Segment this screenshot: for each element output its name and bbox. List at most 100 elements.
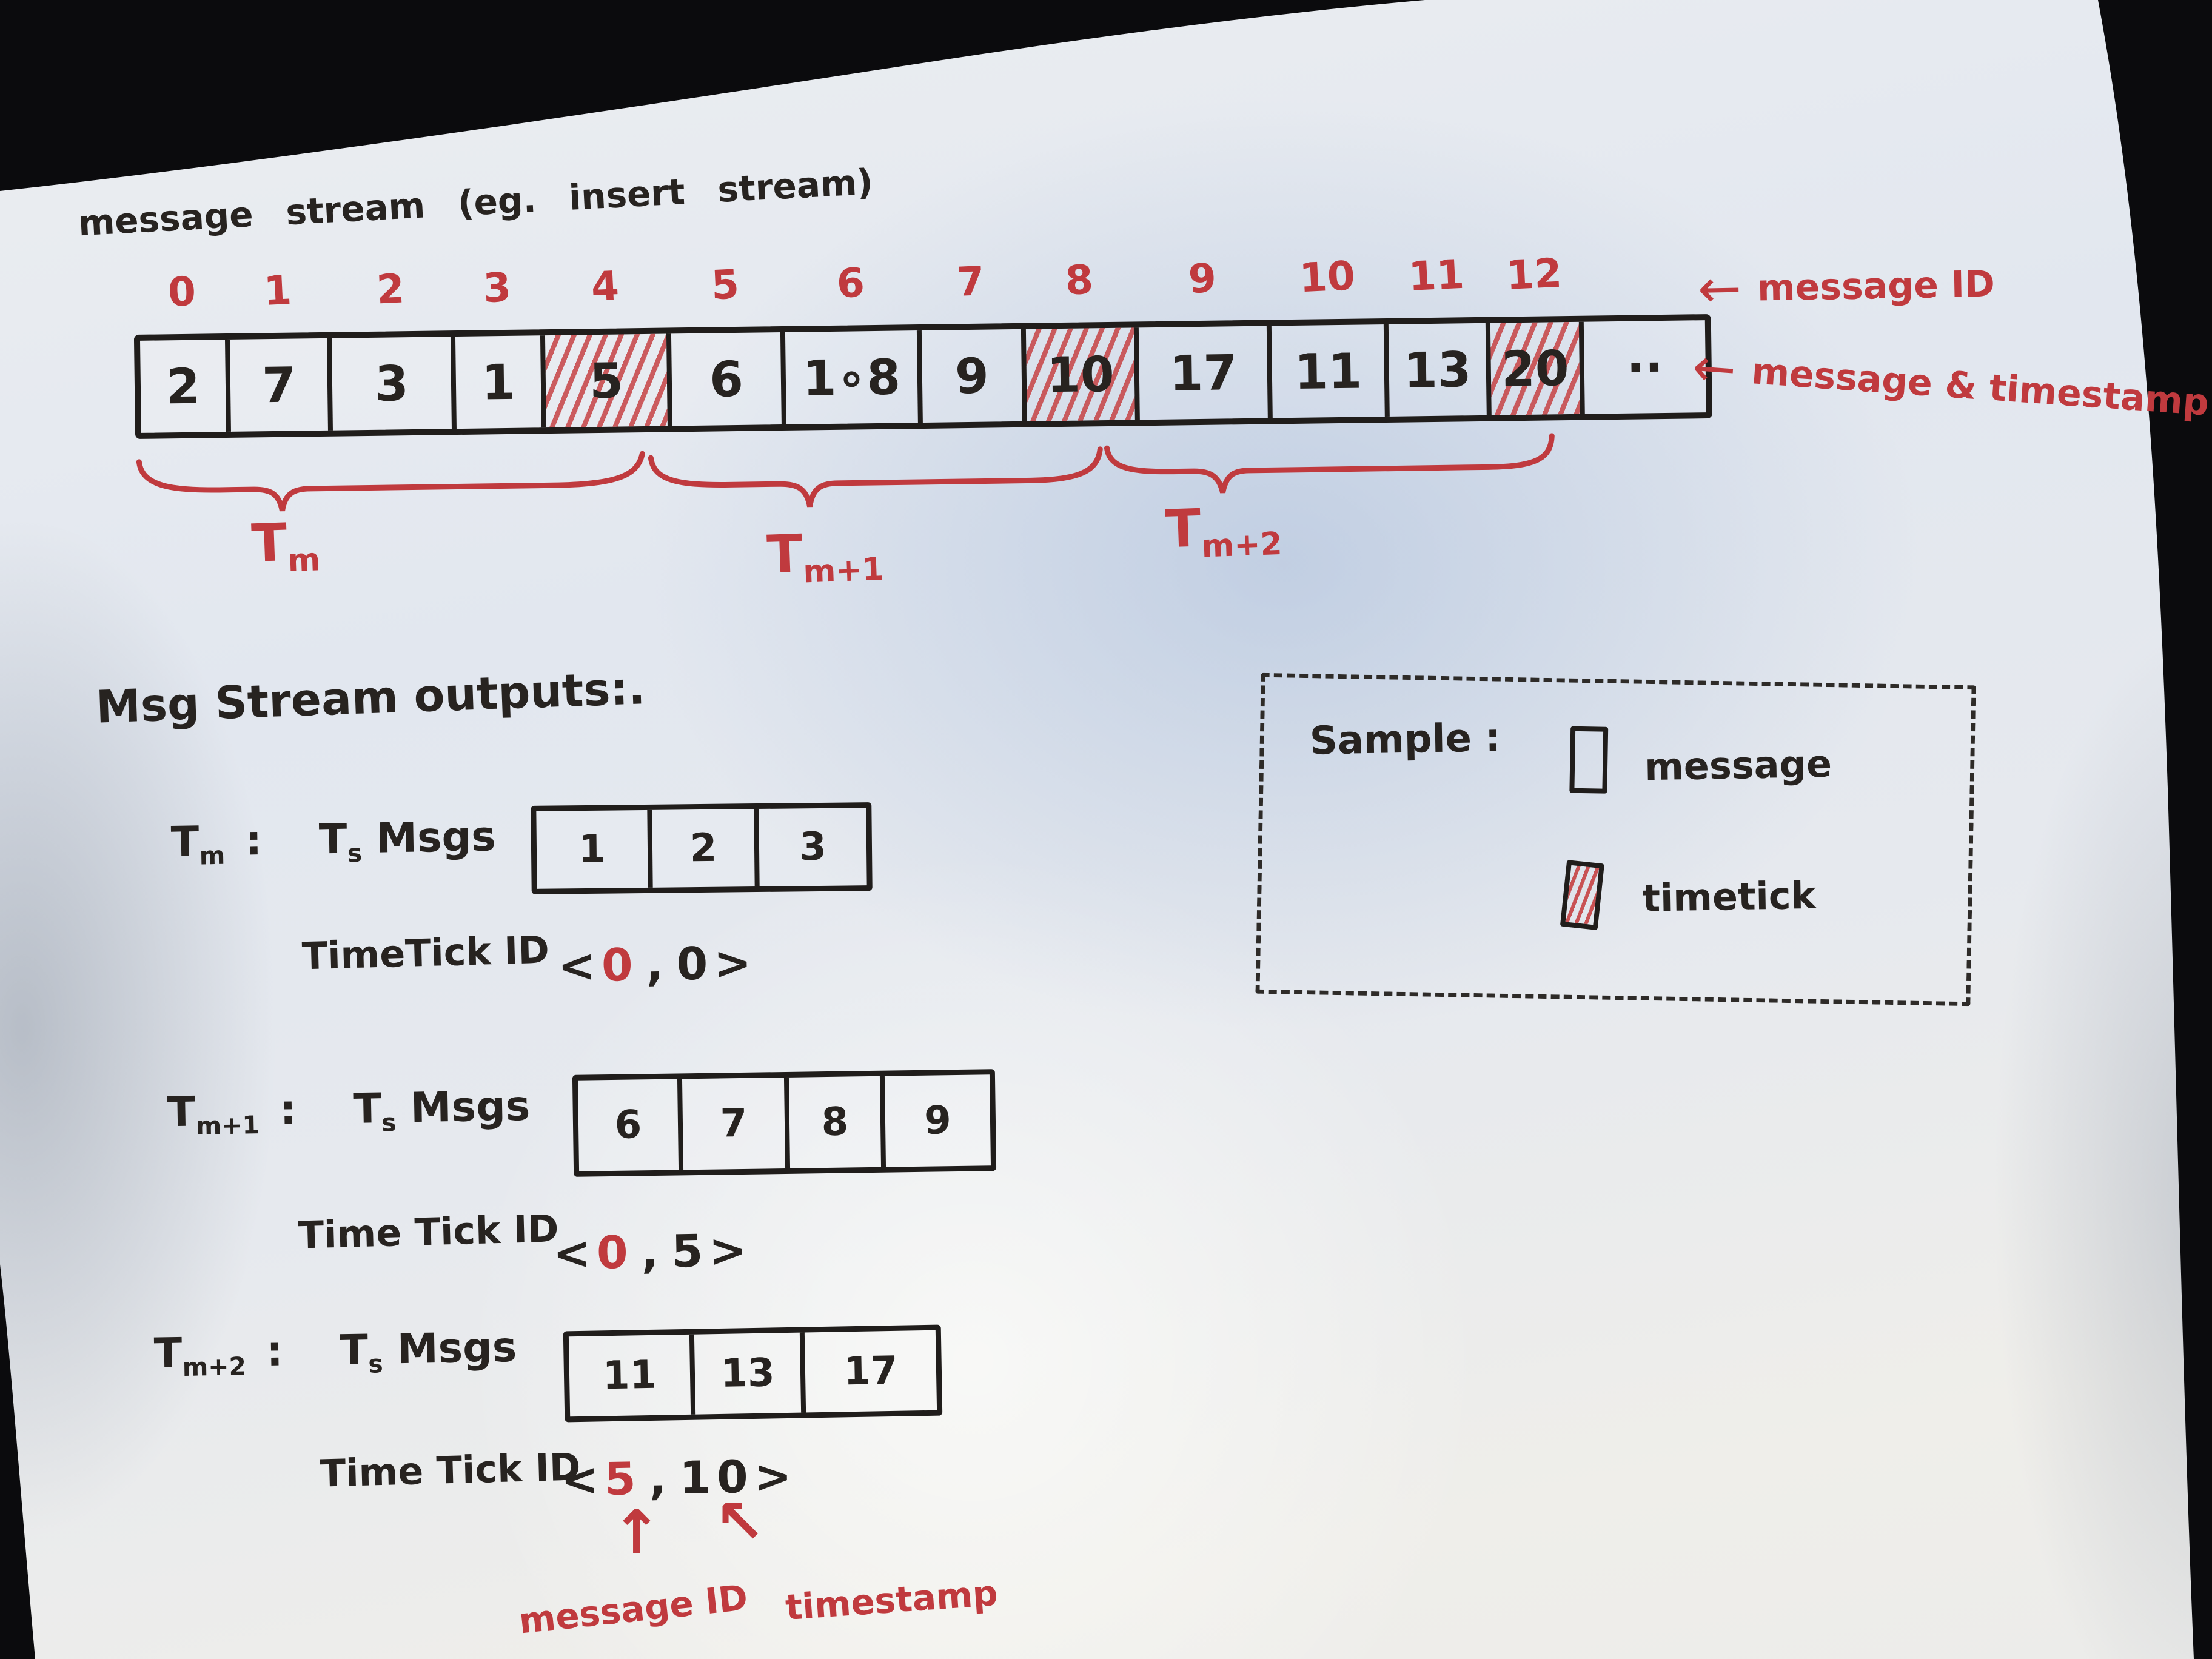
cell-value: 5 — [589, 352, 624, 409]
group-brace-tm2 — [1104, 433, 1555, 494]
message-id-annotation: ← message ID — [1697, 258, 1995, 320]
msg-cell: 11 — [602, 1352, 657, 1399]
cell-value: 7 — [261, 357, 297, 414]
cell-index: 5 — [710, 261, 740, 309]
msgs-box-tm1: 6 7 8 9 — [572, 1069, 997, 1177]
output-row-label-tm1: Tm+1 : Ts Msgs — [167, 1082, 531, 1141]
ts-msgs-label: Ts Msgs — [352, 1082, 531, 1138]
stream-cell: 3 1 — [450, 264, 541, 429]
cell-value: 10 — [1046, 346, 1115, 403]
output-row-label-tm: Tm : Ts Msgs — [170, 813, 496, 871]
msg-cell: 9 — [879, 1074, 991, 1167]
cell-value: 2 — [166, 358, 201, 415]
stream-cell: 9 17 — [1133, 255, 1268, 420]
stream-cell: 0 2 — [140, 268, 226, 433]
group-label-tm2: Tm+2 — [1164, 495, 1282, 566]
group-brace-tm1 — [648, 446, 1103, 508]
timetick-id-label: Time Tick ID — [320, 1444, 581, 1496]
cell-value: 3 — [374, 355, 409, 412]
angle-open: < — [552, 1227, 597, 1280]
cell-index: 11 — [1407, 250, 1466, 301]
timetick-message-id: 0 — [601, 939, 640, 992]
group-label-subscript: m+1 — [802, 551, 885, 591]
legend-item-message: message — [1644, 741, 1832, 789]
group-label-tm: Tm — [250, 511, 321, 580]
timetick-message-id: 0 — [596, 1226, 635, 1279]
up-arrow-icon: ↑ — [611, 1497, 662, 1568]
timetick-id-label: TimeTick ID — [301, 927, 550, 979]
cell-index: 10 — [1298, 252, 1356, 302]
group-label-subscript: m — [287, 541, 321, 580]
window-subscript: m+2 — [182, 1352, 247, 1382]
cell-index: 9 — [1187, 254, 1218, 303]
timetick-timestamp: 0 — [675, 937, 714, 991]
msg-cell: 6 — [614, 1102, 642, 1148]
group-label-base: T — [250, 512, 289, 574]
cell-index: 1 — [263, 266, 293, 315]
stream-cell: 2 3 — [326, 265, 452, 431]
ts-msgs-label: Ts Msgs — [339, 1323, 517, 1379]
timetick-pair: <0, 5> — [552, 1224, 753, 1280]
msgs-box-tm: 1 2 3 — [531, 802, 873, 894]
stream-cell: 5 6 — [666, 261, 782, 426]
ts-subscript: s — [381, 1108, 397, 1138]
stream-cell-ellipsis: ·· — [1578, 320, 1706, 414]
legend-box: Sample : message timetick — [1255, 672, 1976, 1007]
group-label-subscript: m+2 — [1201, 525, 1283, 565]
timetick-timestamp: 5 — [671, 1225, 709, 1278]
group-brace-tm — [136, 451, 645, 512]
timetick-id-label: Time Tick ID — [298, 1206, 560, 1258]
msgs-box-tm2: 11 13 17 — [563, 1324, 943, 1423]
colon: : — [245, 817, 263, 865]
group-label-base: T — [1164, 498, 1202, 560]
stream-cell: 1 7 — [224, 267, 328, 432]
legend-title: Sample : — [1309, 716, 1501, 764]
ts-subscript: s — [367, 1349, 384, 1379]
stream-cell-timetick: 12 20 — [1485, 250, 1580, 415]
left-arrow-icon: ← — [1690, 337, 1738, 401]
angle-close: > — [713, 937, 758, 990]
window-subscript: m+1 — [195, 1110, 260, 1141]
cell-value: 13 — [1403, 341, 1472, 399]
stream-cell-timetick: 8 10 — [1021, 256, 1135, 421]
angle-close: > — [708, 1224, 753, 1278]
angle-open: < — [557, 939, 602, 993]
msg-cell: 17 — [799, 1330, 937, 1413]
cell-index: 12 — [1505, 249, 1563, 299]
legend-item-timetick: timetick — [1641, 873, 1817, 920]
msg-cell: 13 — [689, 1332, 802, 1415]
cell-index: 2 — [375, 265, 406, 313]
window-subscript: m — [199, 840, 226, 871]
comma: , — [640, 1225, 665, 1279]
msg-cell: 1 — [578, 826, 606, 873]
group-label-tm1: Tm+1 — [766, 521, 884, 592]
colon: : — [266, 1327, 284, 1376]
cell-index: 4 — [590, 262, 620, 310]
window-label: Tm+2 — [153, 1329, 247, 1382]
cell-index: 7 — [956, 257, 986, 306]
cell-index: 8 — [1064, 256, 1094, 304]
cell-value: 1∘8 — [802, 348, 901, 407]
comma: , — [645, 938, 670, 991]
msg-cell: 2 — [647, 809, 755, 888]
ts-msgs-label: Ts Msgs — [318, 813, 497, 868]
angle-open: < — [560, 1453, 605, 1507]
cell-index: 3 — [482, 264, 512, 312]
stream-cell: 10 11 — [1266, 252, 1385, 418]
stream-cell: 11 13 — [1383, 251, 1487, 417]
cell-value: 17 — [1169, 344, 1238, 402]
window-label: Tm — [170, 817, 226, 871]
timetick-pair: <0, 0> — [557, 937, 758, 993]
message-stream-row: 0 2 1 7 2 3 3 1 4 5 5 6 6 1∘8 7 9 8 10 9 — [133, 250, 1712, 439]
cell-value: 20 — [1501, 340, 1570, 397]
stream-cell-timetick: 4 5 — [540, 263, 668, 428]
message-swatch — [1569, 726, 1609, 794]
group-label-base: T — [766, 523, 804, 586]
colon: : — [279, 1086, 297, 1134]
msg-cell: 7 — [677, 1078, 786, 1170]
output-row-label-tm2: Tm+2 : Ts Msgs — [153, 1324, 517, 1382]
cell-index: 6 — [835, 259, 866, 307]
